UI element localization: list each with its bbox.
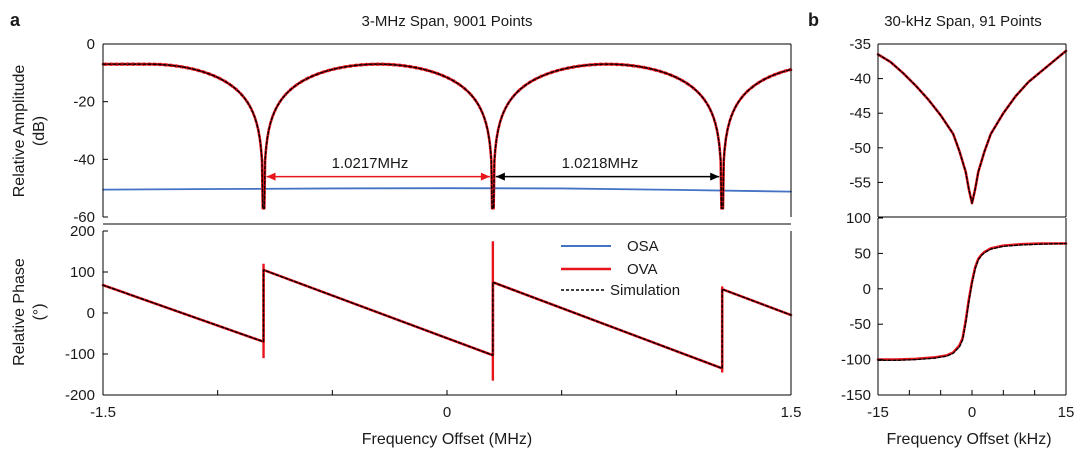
ova-b-phase-line [876,242,1068,361]
b-amplitude-ytick-label: -35 [849,36,871,53]
simulation-b-amplitude-line [877,50,1067,204]
b-phase-xtick-label: -15 [867,404,889,421]
phase-ytick-label: 100 [70,264,95,281]
b-phase-xtick-label: 15 [1058,404,1075,421]
simulation-amplitude-line [102,63,792,210]
panel-a-xlabel: Frequency Offset (MHz) [362,431,532,448]
phase-ytick-label: -200 [65,387,95,404]
spacing-arrowhead-left-b [480,172,490,181]
b-amplitude-ytick-label: -50 [849,140,871,157]
simulation-phase-line [102,269,792,370]
b-phase-ytick-label: 0 [863,281,871,298]
phase-xtick-label: 0 [443,404,451,421]
phase-ylabel: Relative Phase [11,258,28,366]
legend-label-simulation: Simulation [610,282,680,299]
spacing-arrowhead-right-a [495,172,505,181]
legend-label-ova: OVA [627,261,658,278]
b-phase-ytick-label: -150 [841,387,871,404]
spacing-arrowhead-left-a [266,172,276,181]
amplitude-ytick-label: -20 [73,94,95,111]
b-phase-ytick-label: 100 [846,210,871,227]
panel-b-title: 30-kHz Span, 91 Points [884,13,1042,30]
spacing-label-right: 1.0218MHz [562,155,639,172]
b-phase-ytick-label: -50 [849,316,871,333]
simulation-b-phase-line [877,242,1067,362]
amplitude-ytick-label: -40 [73,151,95,168]
b-amplitude-ytick-label: -45 [849,105,871,122]
ova-phase-line [101,268,793,370]
amplitude-ytick-label: 0 [87,36,95,53]
spacing-arrowhead-right-b [710,172,720,181]
ova-amplitude-line [101,62,793,210]
phase-ytick-label: 200 [70,223,95,240]
b-amplitude-ytick-label: -40 [849,71,871,88]
panel-b-letter: b [808,10,819,30]
phase-xtick-label: 1.5 [781,404,802,421]
osa-amplitude-line [102,187,792,193]
b-phase-ytick-label: 50 [854,245,871,262]
phase-ytick-label: -100 [65,346,95,363]
panel-a-letter: a [10,10,21,30]
phase-ytick-label: 0 [87,305,95,322]
b-phase-xtick-label: 0 [968,404,976,421]
phase-yunit: (°) [31,303,48,320]
legend-label-osa: OSA [627,238,659,255]
amplitude-ylabel: Relative Amplitude [11,65,28,198]
b-phase-ytick-label: -100 [841,352,871,369]
spacing-label-left: 1.0217MHz [332,155,409,172]
amplitude-yunit: (dB) [31,116,48,146]
b-amplitude-ytick-label: -55 [849,174,871,191]
phase-xtick-label: -1.5 [90,404,116,421]
panel-b-xlabel: Frequency Offset (kHz) [886,431,1051,448]
amplitude-ytick-label: -60 [73,209,95,226]
panel-a-title: 3-MHz Span, 9001 Points [362,13,533,30]
